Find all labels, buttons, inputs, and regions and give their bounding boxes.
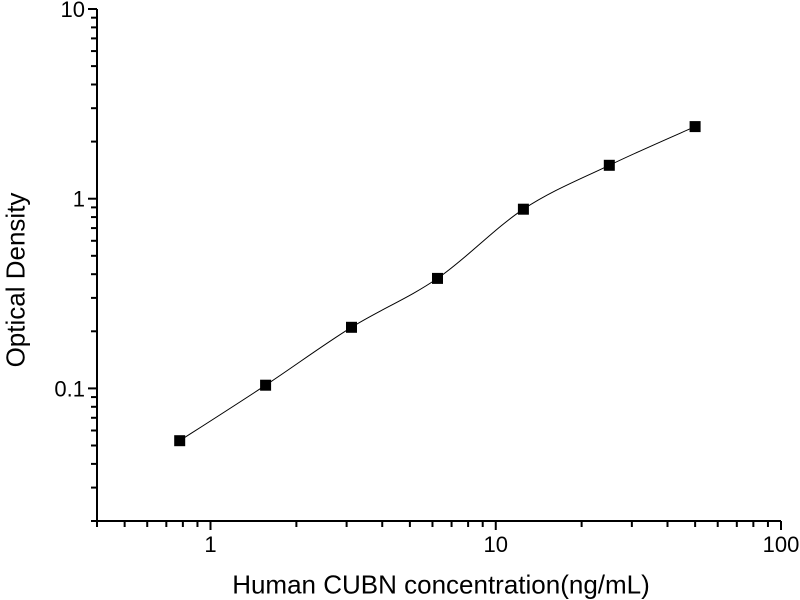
data-point-marker (432, 272, 443, 284)
data-point-marker (260, 379, 272, 391)
axis-frame (96, 9, 781, 522)
data-point-marker (346, 321, 357, 333)
data-point-marker (174, 435, 186, 447)
y-axis-tick-label: 10 (61, 0, 85, 22)
data-point-marker (603, 159, 615, 171)
y-axis-title: Optical Density (0, 192, 31, 368)
x-axis-tick-label: 100 (763, 532, 800, 557)
y-axis-tick-label: 1 (73, 187, 85, 212)
x-axis-tick-label: 10 (484, 532, 508, 557)
data-point-marker (517, 203, 529, 215)
data-point-marker (689, 121, 701, 133)
x-axis-tick-label: 1 (204, 532, 216, 557)
x-axis-title: Human CUBN concentration(ng/mL) (232, 569, 650, 600)
y-axis-tick-label: 0.1 (54, 376, 85, 401)
